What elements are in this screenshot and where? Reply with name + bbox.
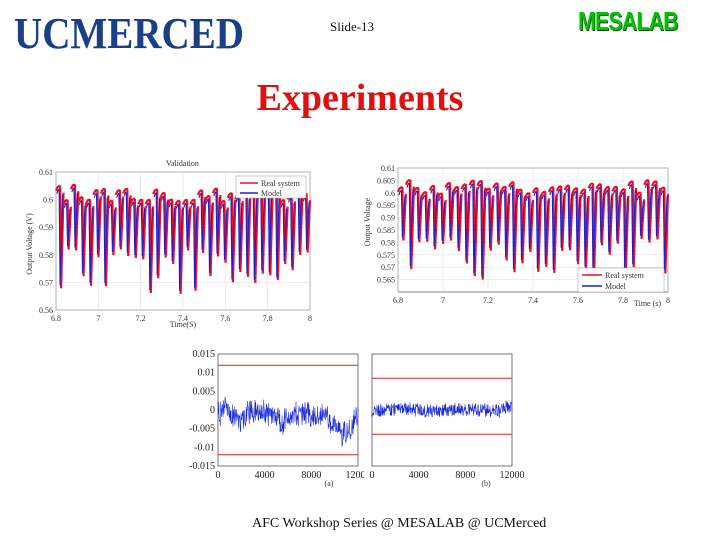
chart2-y-ticks: 0.61 0.605 0.6 0.595 0.59 0.585 0.58 0.575 0.57 0… <box>377 164 395 285</box>
x-tick-label: 7 <box>441 296 445 305</box>
x-tick-label: 6.8 <box>51 314 61 323</box>
slide-number: Slide-13 <box>330 19 375 34</box>
chart3-signal <box>217 396 359 447</box>
y-tick-label: 0.57 <box>39 278 53 287</box>
chart2-legend: Real system Model <box>577 267 665 293</box>
chart4-panel-label: (b) <box>481 479 491 488</box>
x-tick-label: 12000 <box>500 470 525 481</box>
chart3-bounds <box>218 364 358 456</box>
footer-text: AFC Workshop Series @ MESALAB @ UCMerced <box>252 516 547 531</box>
y-tick-label: 0.61 <box>381 164 395 173</box>
y-tick-label: 0.6 <box>385 189 395 198</box>
y-tick-label: 0.59 <box>381 214 395 223</box>
x-tick-label: 8 <box>308 314 312 323</box>
x-tick-label: 7 <box>96 314 100 323</box>
y-tick-label: -0.005 <box>189 424 215 435</box>
error-chart-b: 0 4000 8000 12000 (b) <box>370 353 525 488</box>
chart3-y-ticks: 0.015 0.01 0.005 0 -0.005 -0.01 -0.015 <box>189 349 215 472</box>
chart3-panel-label: (a) <box>325 479 334 488</box>
chart1-x-ticks: 6.8 7 7.2 7.4 7.6 7.8 8 <box>51 314 312 323</box>
y-tick-label: 0.01 <box>198 368 216 379</box>
chart2-real-series <box>396 179 670 280</box>
chart3-plot-area <box>217 353 359 467</box>
error-signal-line <box>217 396 359 447</box>
y-tick-label: 0 <box>210 405 215 416</box>
x-tick-label: 0 <box>216 470 221 481</box>
chart1-legend: Real system Model <box>235 175 307 199</box>
y-tick-label: 0.58 <box>381 238 395 247</box>
y-tick-label: 0.59 <box>39 223 53 232</box>
y-tick-label: 0.605 <box>377 176 395 185</box>
y-tick-label: 0.575 <box>377 251 395 260</box>
x-tick-label: 7.4 <box>528 296 538 305</box>
x-tick-label: 7.8 <box>263 314 273 323</box>
x-tick-label: 7.2 <box>483 296 493 305</box>
x-tick-label: 4000 <box>255 470 275 481</box>
mesalab-logo: MESALAB <box>578 6 678 36</box>
ucmerced-logo: UCMERCED <box>14 10 244 56</box>
y-tick-label: 0.58 <box>39 251 53 260</box>
chart2-x-ticks: 6.8 7 7.2 7.4 7.6 7.8 8 <box>393 296 670 305</box>
chart2-x-label: Time (s) <box>634 299 661 308</box>
chart2-model-series <box>398 182 668 277</box>
chart4-x-ticks: 0 4000 8000 12000 <box>370 470 525 481</box>
chart1-title: Validation <box>166 159 199 168</box>
slide-title: Experiments <box>256 77 464 119</box>
chart3-x-ticks: 0 4000 8000 12000 <box>216 470 365 481</box>
x-tick-label: 8000 <box>455 470 475 481</box>
x-tick-label: 7.4 <box>178 314 188 323</box>
x-tick-label: 8 <box>666 296 670 305</box>
x-tick-label: 7.8 <box>618 296 628 305</box>
legend-real-label: Real system <box>261 179 301 188</box>
chart4-signal <box>371 400 513 418</box>
real-system-line <box>396 179 670 280</box>
chart1-y-label: Output Voltage (V) <box>25 213 34 275</box>
chart1-y-ticks: 0.61 0.6 0.59 0.58 0.57 0.56 <box>39 168 53 315</box>
x-tick-label: 6.8 <box>393 296 403 305</box>
model-line <box>398 182 668 277</box>
validation-chart: Validation 0.61 0.6 0.59 0.58 0.57 0.56 6.8 7 7… <box>25 159 312 329</box>
chart2-legend-real: Real system <box>605 271 645 280</box>
y-tick-label: 0.595 <box>377 201 395 210</box>
y-tick-label: 0.56 <box>39 306 53 315</box>
ucmerced-logo-text: UCMERCED <box>14 10 244 56</box>
y-tick-label: -0.015 <box>189 461 215 472</box>
x-tick-label: 0 <box>370 470 375 481</box>
chart1-x-label: Time(S) <box>170 320 197 329</box>
y-tick-label: 0.565 <box>377 276 395 285</box>
y-tick-label: 0.015 <box>193 349 216 360</box>
x-tick-label: 12000 <box>346 470 365 481</box>
chart2-legend-model: Model <box>605 282 627 291</box>
error-signal-line <box>371 400 513 418</box>
output-voltage-chart: 0.61 0.605 0.6 0.595 0.59 0.585 0.58 0.575 0.57 0… <box>363 164 670 308</box>
x-tick-label: 7.2 <box>136 314 146 323</box>
x-tick-label: 4000 <box>409 470 429 481</box>
chart2-y-label: Output Voltage <box>363 197 372 246</box>
chart4-bounds <box>372 377 512 435</box>
y-tick-label: 0.005 <box>193 386 216 397</box>
x-tick-label: 7.6 <box>573 296 583 305</box>
y-tick-label: 0.6 <box>43 196 53 205</box>
y-tick-label: 0.61 <box>39 168 53 177</box>
y-tick-label: 0.585 <box>377 226 395 235</box>
error-chart-a: 0.015 0.01 0.005 0 -0.005 -0.01 -0.015 0 4000 80… <box>189 349 365 488</box>
legend-model-label: Model <box>261 189 283 198</box>
x-tick-label: 8000 <box>301 470 321 481</box>
y-tick-label: 0.57 <box>381 263 395 272</box>
x-tick-label: 7.6 <box>220 314 230 323</box>
y-tick-label: -0.01 <box>194 442 215 453</box>
